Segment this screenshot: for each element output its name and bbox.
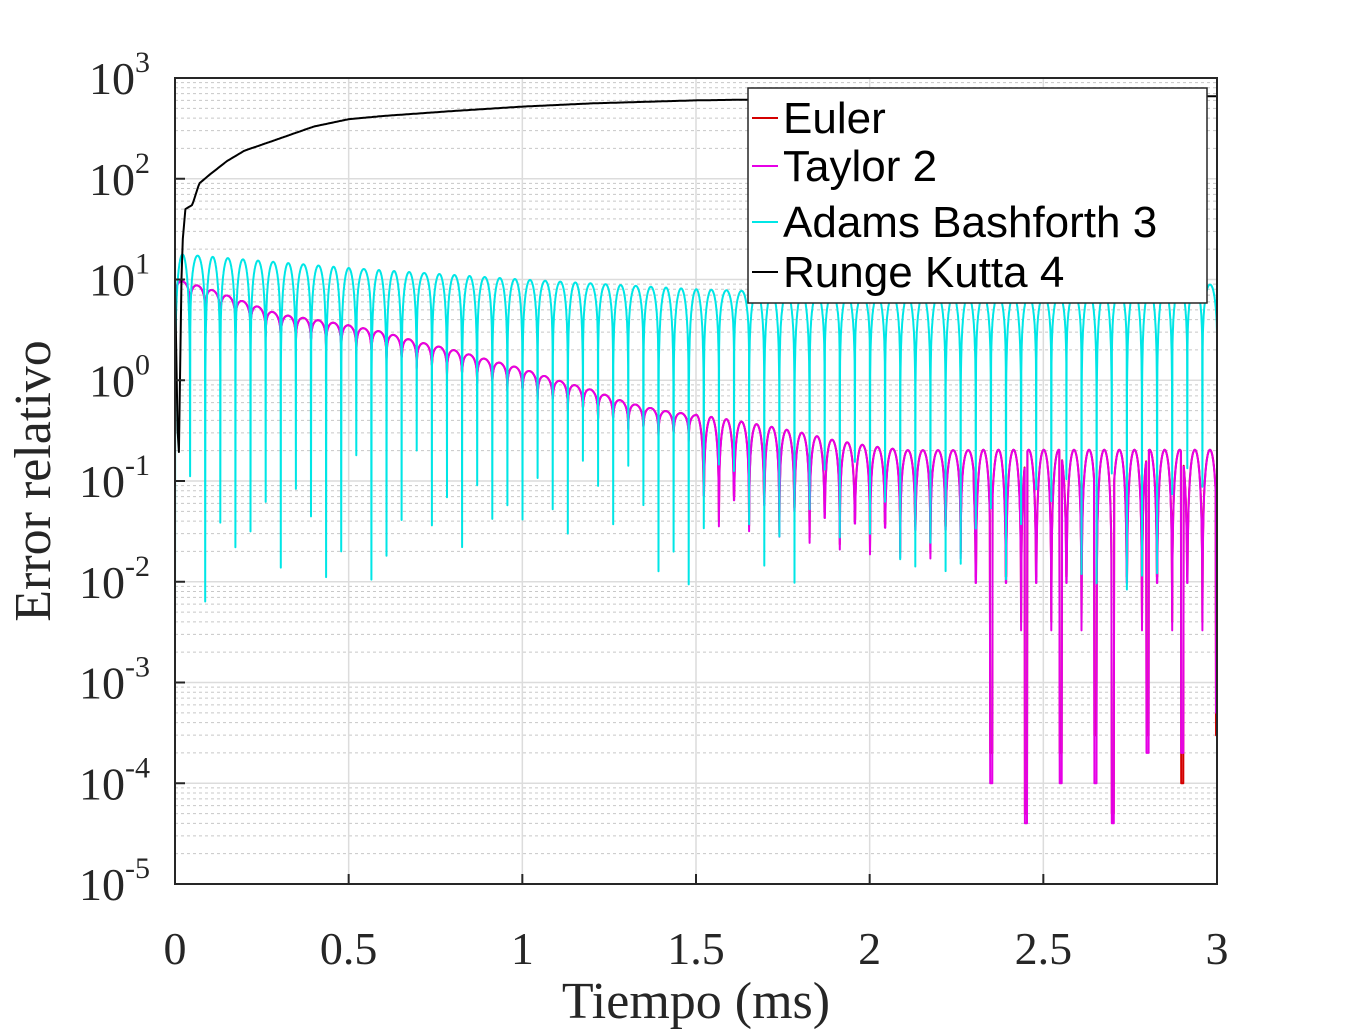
legend-label: Runge Kutta 4 <box>783 248 1064 297</box>
legend-label: Euler <box>783 94 886 143</box>
axis-ticks <box>174 77 1218 885</box>
y-tick-label: 10-3 <box>79 651 150 709</box>
y-axis-label: Error relativo <box>5 340 62 622</box>
x-tick-label: 2 <box>858 923 881 974</box>
x-axis-label: Tiempo (ms) <box>562 973 830 1030</box>
y-tick-label: 10-5 <box>79 852 150 910</box>
legend-box <box>747 87 1208 304</box>
y-tick-label: 101 <box>89 248 150 306</box>
x-tick-label: 1 <box>511 923 534 974</box>
y-tick-label: 10-2 <box>79 550 150 608</box>
y-tick-label: 100 <box>89 348 150 406</box>
x-tick-label: 0 <box>164 923 187 974</box>
legend-label: Adams Bashforth 3 <box>783 198 1157 247</box>
x-tick-label: 0.5 <box>320 923 378 974</box>
x-tick-label: 2.5 <box>1015 923 1073 974</box>
y-tick-label: 10-4 <box>79 751 150 809</box>
y-tick-label: 103 <box>89 46 150 104</box>
y-tick-labels: 10-5 10-4 10-3 10-2 10-1 100 101 102 103 <box>79 46 150 910</box>
x-tick-label: 3 <box>1206 923 1229 974</box>
y-tick-label: 10-1 <box>79 449 150 507</box>
legend-label: Taylor 2 <box>783 142 937 191</box>
y-tick-label: 102 <box>89 147 150 205</box>
series-line-taylor-2 <box>174 280 1218 825</box>
x-tick-label: 1.5 <box>667 923 725 974</box>
x-tick-labels: 0 0.5 1 1.5 2 2.5 3 <box>164 923 1229 974</box>
